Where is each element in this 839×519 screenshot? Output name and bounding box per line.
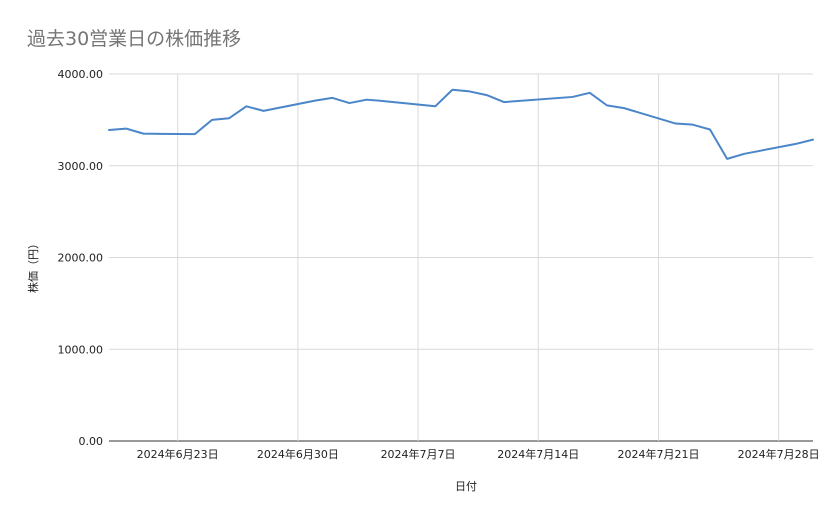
data-point [743,153,745,155]
y-tick-label: 1000.00 [58,343,104,356]
data-point [726,158,728,160]
data-point [177,133,179,135]
data-point [434,105,436,107]
data-point [812,139,814,141]
data-point [194,133,196,135]
y-tick-label: 3000.00 [58,160,104,173]
x-tick-label: 2024年7月28日 [738,447,820,461]
data-point [451,89,453,91]
data-point [263,110,265,112]
chart-title: 過去30営業日の株価推移 [27,28,242,50]
data-point [125,128,127,130]
data-point [348,102,350,104]
data-point [709,129,711,131]
data-point [675,123,677,125]
data-point [795,143,797,145]
x-tick-label: 2024年7月14日 [497,447,579,461]
data-point [314,100,316,102]
data-point [245,105,247,107]
data-point [142,133,144,135]
data-point [606,104,608,106]
x-tick-label: 2024年6月30日 [257,447,339,461]
data-point [692,124,694,126]
y-axis-title: 株価（円） [26,238,40,293]
data-point [108,129,110,131]
data-point [486,94,488,96]
data-point [383,100,385,102]
data-point [589,92,591,94]
data-point [503,101,505,103]
data-point [228,117,230,119]
data-point [160,133,162,135]
x-axis-title: 日付 [455,480,477,493]
y-tick-label: 2000.00 [58,252,104,265]
data-point [623,107,625,109]
y-tick-label: 0.00 [79,435,104,448]
y-tick-label: 4000.00 [58,68,104,81]
data-point [211,119,213,121]
data-point [366,99,368,101]
x-tick-label: 2024年6月23日 [137,447,219,461]
x-tick-label: 2024年7月21日 [617,447,699,461]
series-line [108,88,814,160]
data-point [469,90,471,92]
data-point [331,97,333,99]
x-tick-label: 2024年7月7日 [381,447,456,461]
data-point [572,96,574,98]
